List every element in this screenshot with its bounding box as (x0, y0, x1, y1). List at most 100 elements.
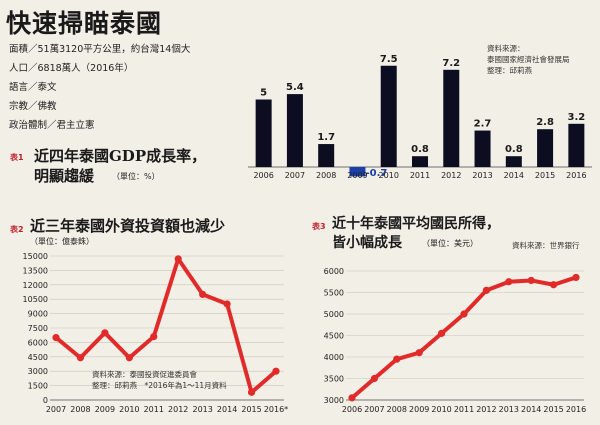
bar-2010 (380, 65, 397, 167)
data-point-2014 (527, 276, 535, 285)
chart1-title-line1: 近四年泰國GDP成長率， (34, 147, 207, 165)
bar-2006 (255, 99, 272, 167)
x-tick-label-2013: 2013 (472, 171, 492, 180)
fact-government: 政治體制／君主立憲 (9, 120, 95, 131)
page-title: 快速掃瞄泰國 (6, 9, 163, 38)
x-tick-label-2014: 2014 (521, 405, 541, 414)
fact-language: 語言／泰文 (9, 82, 57, 93)
data-point-2016 (572, 273, 580, 282)
y-tick-label-9000: 9000 (28, 310, 48, 319)
chart3-tag: 表3 (312, 222, 326, 231)
data-point-2006 (348, 394, 356, 402)
chart2-unit: （單位：億泰銖） (30, 237, 94, 246)
chart1-unit: （單位：%） (112, 172, 160, 181)
chart2-title: 近三年泰國外資投資額也減少 (30, 217, 226, 235)
data-point-2016* (272, 367, 280, 375)
x-tick-label-2012: 2012 (168, 405, 188, 414)
chart1-tag: 表1 (10, 153, 24, 162)
bar-value-label-2009: -0.7 (366, 168, 388, 179)
x-tick-label-2016: 2016 (566, 171, 586, 180)
data-point-2012 (174, 255, 182, 263)
data-point-2010 (438, 329, 446, 337)
bar-value-label-2006: 5 (260, 88, 267, 99)
bar-value-label-2008: 1.7 (317, 132, 335, 143)
x-tick-label-2014: 2014 (217, 405, 237, 414)
x-tick-label-2013: 2013 (192, 405, 212, 414)
x-tick-label-2012: 2012 (476, 405, 496, 414)
bar-2008 (318, 144, 335, 167)
x-tick-label-2013: 2013 (499, 405, 519, 414)
bar-2009 (349, 167, 366, 177)
y-tick-label-13500: 13500 (23, 266, 48, 275)
chart2-source-line2: 整理：邱莉燕 *2016年為1～11月資料 (92, 381, 227, 390)
x-tick-label-2010: 2010 (119, 405, 139, 414)
data-point-2008 (393, 355, 401, 363)
bar-value-label-2012: 7.2 (442, 58, 460, 69)
fact-area: 面積／51萬3120平方公里，約台灣14個大 (9, 44, 191, 55)
x-tick-label-2011: 2011 (144, 405, 164, 414)
bar-2014 (505, 156, 522, 167)
series-line (350, 275, 578, 400)
bar-value-label-2011: 0.8 (411, 144, 429, 155)
y-tick-label-10500: 10500 (23, 295, 48, 304)
y-tick-label-5500: 5500 (324, 289, 344, 298)
y-tick-label-4500: 4500 (324, 332, 344, 341)
data-point-2011 (460, 310, 468, 318)
y-tick-label-3000: 3000 (28, 367, 48, 376)
x-tick-label-2015: 2015 (241, 405, 261, 414)
y-tick-label-6000: 6000 (324, 267, 344, 276)
data-point-2009 (101, 329, 109, 337)
y-tick-label-7500: 7500 (28, 324, 48, 333)
x-tick-label-2010: 2010 (379, 171, 399, 180)
x-tick-label-2006: 2006 (253, 171, 273, 180)
data-point-2008 (76, 354, 85, 362)
chart3-source: 資料來源：世界銀行 (512, 241, 580, 250)
bar-2013 (474, 130, 491, 167)
x-tick-label-2006: 2006 (342, 405, 362, 414)
x-tick-label-2016: 2016 (566, 405, 586, 414)
chart1-source-line2: 泰國國家經濟社會發展局 (487, 55, 570, 64)
bar-2015 (537, 129, 554, 167)
data-point-2015 (550, 281, 558, 289)
y-tick-label-4000: 4000 (324, 353, 344, 362)
x-tick-label-2010: 2010 (431, 405, 451, 414)
chart2-source-line1: 資料來源：泰國投資促進委員會 (92, 370, 197, 379)
x-tick-label-2007: 2007 (364, 405, 384, 414)
data-point-2014 (223, 300, 231, 308)
data-point-2015 (247, 388, 256, 396)
chart3-title-line2: 皆小幅成長 (332, 235, 402, 251)
x-tick-label-2007: 2007 (46, 405, 66, 414)
x-tick-label-2008: 2008 (70, 405, 90, 414)
y-tick-label-3000: 3000 (324, 396, 344, 405)
bar-2007 (286, 94, 303, 167)
x-tick-label-2009: 2009 (95, 405, 115, 414)
income-chart: 3000 3500 4000 4500 5000 5500 6000 2006 2007 2008… (324, 267, 587, 414)
bar-value-label-2013: 2.7 (474, 119, 492, 130)
fact-population: 人口／6818萬人（2016年） (9, 63, 134, 74)
x-tick-label-2015: 2015 (535, 171, 555, 180)
x-tick-label-2009: 2009 (409, 405, 429, 414)
bar-value-label-2010: 7.5 (380, 54, 398, 65)
x-tick-label-2014: 2014 (504, 171, 524, 180)
chart1-source-line1: 資料來源： (487, 44, 525, 53)
chart1-title-line2: 明顯趨緩 (34, 167, 95, 185)
y-tick-label-5000: 5000 (324, 310, 344, 319)
chart3-title-line1: 近十年泰國平均國民所得， (332, 216, 500, 232)
bar-2011 (412, 156, 428, 167)
x-tick-label-2008: 2008 (387, 405, 407, 414)
data-point-2007 (370, 374, 378, 383)
chart2-tag: 表2 (10, 225, 24, 234)
data-point-2010 (125, 354, 133, 362)
fact-religion: 宗教／佛教 (9, 101, 57, 112)
x-tick-label-2009: 2009 (347, 171, 367, 180)
data-point-2013 (199, 290, 207, 298)
y-tick-label-6000: 6000 (28, 338, 48, 347)
x-tick-label-2007: 2007 (285, 171, 305, 180)
y-tick-label-0: 0 (43, 396, 48, 405)
x-tick-label-2008: 2008 (316, 171, 336, 180)
x-tick-label-2016*: 2016* (264, 405, 288, 414)
data-point-2007 (52, 334, 60, 342)
x-tick-label-2011: 2011 (410, 171, 430, 180)
data-point-2011 (150, 333, 158, 341)
